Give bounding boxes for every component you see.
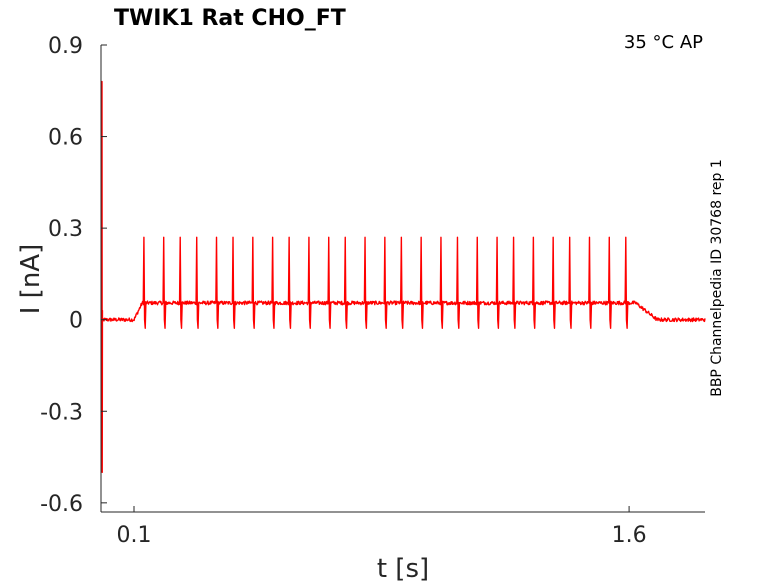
x-tick-label: 1.6 [612,523,647,548]
y-tick-label: 0.3 [48,217,83,242]
chart-title: TWIK1 Rat CHO_FT [114,6,346,31]
temperature-protocol-label: 35 °C AP [624,32,703,53]
channelpedia-id-label: BBP Channelpedia ID 30768 rep 1 [709,159,725,397]
y-axis: 0.9 0.6 0.3 0 -0.3 -0.6 [40,34,107,517]
y-tick-label: -0.3 [40,400,83,425]
x-tick-label: 0.1 [117,523,152,548]
y-tick-label: 0.9 [48,34,83,59]
y-tick-label: 0.6 [48,126,83,151]
x-axis-label: t [s] [377,554,429,583]
current-trace-line [100,80,706,474]
y-axis-label: I [nA] [16,244,46,314]
plot-area [100,80,706,474]
x-axis: 0.1 1.6 [101,506,705,548]
y-tick-label: 0 [69,309,83,334]
y-tick-label: -0.6 [40,492,83,517]
